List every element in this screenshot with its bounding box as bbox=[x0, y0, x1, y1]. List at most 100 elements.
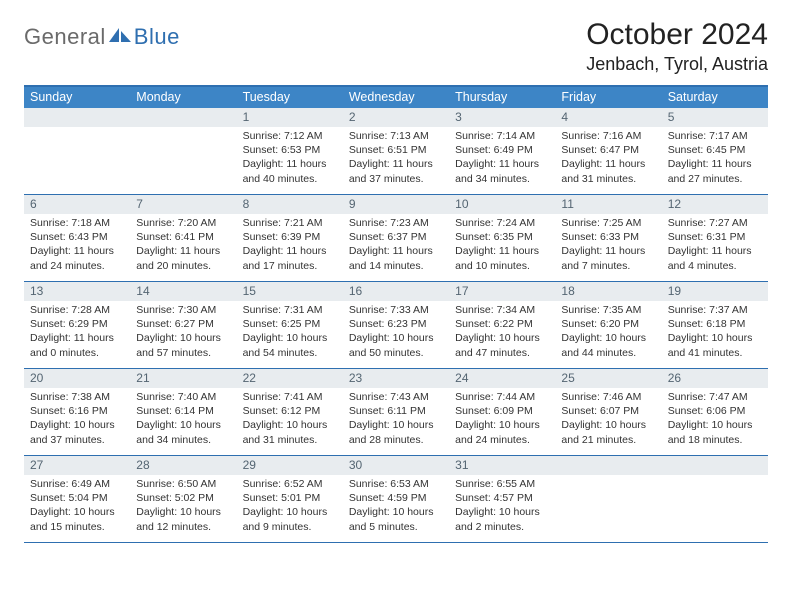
week-row: 20Sunrise: 7:38 AMSunset: 6:16 PMDayligh… bbox=[24, 369, 768, 456]
day-number: 2 bbox=[343, 108, 449, 127]
day-body bbox=[130, 127, 236, 132]
day-number: 14 bbox=[130, 282, 236, 301]
day-body: Sunrise: 7:27 AMSunset: 6:31 PMDaylight:… bbox=[662, 214, 768, 276]
day-cell: 2Sunrise: 7:13 AMSunset: 6:51 PMDaylight… bbox=[343, 108, 449, 194]
daylight-text: Daylight: 11 hours and 37 minutes. bbox=[349, 157, 443, 185]
day-body: Sunrise: 7:16 AMSunset: 6:47 PMDaylight:… bbox=[555, 127, 661, 189]
dow-row: SundayMondayTuesdayWednesdayThursdayFrid… bbox=[24, 87, 768, 108]
day-cell: 4Sunrise: 7:16 AMSunset: 6:47 PMDaylight… bbox=[555, 108, 661, 194]
day-cell: 8Sunrise: 7:21 AMSunset: 6:39 PMDaylight… bbox=[237, 195, 343, 281]
sunset-text: Sunset: 4:57 PM bbox=[455, 491, 549, 505]
day-number: 19 bbox=[662, 282, 768, 301]
day-number: 7 bbox=[130, 195, 236, 214]
sunset-text: Sunset: 6:45 PM bbox=[668, 143, 762, 157]
day-body: Sunrise: 7:33 AMSunset: 6:23 PMDaylight:… bbox=[343, 301, 449, 363]
dow-cell: Friday bbox=[555, 87, 661, 108]
day-body: Sunrise: 7:31 AMSunset: 6:25 PMDaylight:… bbox=[237, 301, 343, 363]
brand-blue: Blue bbox=[134, 24, 180, 50]
daylight-text: Daylight: 10 hours and 2 minutes. bbox=[455, 505, 549, 533]
day-number: 29 bbox=[237, 456, 343, 475]
day-cell bbox=[662, 456, 768, 542]
day-number bbox=[24, 108, 130, 127]
day-body bbox=[24, 127, 130, 132]
day-number: 23 bbox=[343, 369, 449, 388]
sunset-text: Sunset: 6:31 PM bbox=[668, 230, 762, 244]
sunrise-text: Sunrise: 7:44 AM bbox=[455, 390, 549, 404]
daylight-text: Daylight: 11 hours and 27 minutes. bbox=[668, 157, 762, 185]
day-cell: 26Sunrise: 7:47 AMSunset: 6:06 PMDayligh… bbox=[662, 369, 768, 455]
day-cell: 1Sunrise: 7:12 AMSunset: 6:53 PMDaylight… bbox=[237, 108, 343, 194]
sunrise-text: Sunrise: 7:43 AM bbox=[349, 390, 443, 404]
sunrise-text: Sunrise: 7:46 AM bbox=[561, 390, 655, 404]
day-cell: 31Sunrise: 6:55 AMSunset: 4:57 PMDayligh… bbox=[449, 456, 555, 542]
day-cell: 25Sunrise: 7:46 AMSunset: 6:07 PMDayligh… bbox=[555, 369, 661, 455]
daylight-text: Daylight: 11 hours and 20 minutes. bbox=[136, 244, 230, 272]
sunrise-text: Sunrise: 7:23 AM bbox=[349, 216, 443, 230]
daylight-text: Daylight: 10 hours and 12 minutes. bbox=[136, 505, 230, 533]
day-cell bbox=[555, 456, 661, 542]
sunrise-text: Sunrise: 6:49 AM bbox=[30, 477, 124, 491]
sunrise-text: Sunrise: 7:28 AM bbox=[30, 303, 124, 317]
day-cell: 14Sunrise: 7:30 AMSunset: 6:27 PMDayligh… bbox=[130, 282, 236, 368]
day-body: Sunrise: 6:55 AMSunset: 4:57 PMDaylight:… bbox=[449, 475, 555, 537]
daylight-text: Daylight: 10 hours and 44 minutes. bbox=[561, 331, 655, 359]
daylight-text: Daylight: 11 hours and 17 minutes. bbox=[243, 244, 337, 272]
day-cell: 27Sunrise: 6:49 AMSunset: 5:04 PMDayligh… bbox=[24, 456, 130, 542]
daylight-text: Daylight: 10 hours and 41 minutes. bbox=[668, 331, 762, 359]
day-body: Sunrise: 7:25 AMSunset: 6:33 PMDaylight:… bbox=[555, 214, 661, 276]
day-cell: 20Sunrise: 7:38 AMSunset: 6:16 PMDayligh… bbox=[24, 369, 130, 455]
daylight-text: Daylight: 11 hours and 10 minutes. bbox=[455, 244, 549, 272]
day-cell: 28Sunrise: 6:50 AMSunset: 5:02 PMDayligh… bbox=[130, 456, 236, 542]
day-cell: 15Sunrise: 7:31 AMSunset: 6:25 PMDayligh… bbox=[237, 282, 343, 368]
day-number: 21 bbox=[130, 369, 236, 388]
day-body: Sunrise: 6:53 AMSunset: 4:59 PMDaylight:… bbox=[343, 475, 449, 537]
day-body: Sunrise: 7:40 AMSunset: 6:14 PMDaylight:… bbox=[130, 388, 236, 450]
sunrise-text: Sunrise: 7:20 AM bbox=[136, 216, 230, 230]
dow-cell: Wednesday bbox=[343, 87, 449, 108]
sunset-text: Sunset: 6:22 PM bbox=[455, 317, 549, 331]
day-number: 26 bbox=[662, 369, 768, 388]
sunset-text: Sunset: 6:33 PM bbox=[561, 230, 655, 244]
sunrise-text: Sunrise: 7:31 AM bbox=[243, 303, 337, 317]
weeks-container: 1Sunrise: 7:12 AMSunset: 6:53 PMDaylight… bbox=[24, 108, 768, 543]
sunrise-text: Sunrise: 7:27 AM bbox=[668, 216, 762, 230]
daylight-text: Daylight: 10 hours and 31 minutes. bbox=[243, 418, 337, 446]
location-subtitle: Jenbach, Tyrol, Austria bbox=[586, 54, 768, 75]
day-body: Sunrise: 7:38 AMSunset: 6:16 PMDaylight:… bbox=[24, 388, 130, 450]
day-cell: 24Sunrise: 7:44 AMSunset: 6:09 PMDayligh… bbox=[449, 369, 555, 455]
daylight-text: Daylight: 11 hours and 14 minutes. bbox=[349, 244, 443, 272]
day-number: 6 bbox=[24, 195, 130, 214]
day-number: 15 bbox=[237, 282, 343, 301]
day-number: 30 bbox=[343, 456, 449, 475]
brand-logo: General Blue bbox=[24, 18, 180, 50]
sunrise-text: Sunrise: 7:38 AM bbox=[30, 390, 124, 404]
sunset-text: Sunset: 6:09 PM bbox=[455, 404, 549, 418]
week-row: 1Sunrise: 7:12 AMSunset: 6:53 PMDaylight… bbox=[24, 108, 768, 195]
daylight-text: Daylight: 10 hours and 5 minutes. bbox=[349, 505, 443, 533]
sunset-text: Sunset: 6:47 PM bbox=[561, 143, 655, 157]
day-cell: 19Sunrise: 7:37 AMSunset: 6:18 PMDayligh… bbox=[662, 282, 768, 368]
day-cell: 17Sunrise: 7:34 AMSunset: 6:22 PMDayligh… bbox=[449, 282, 555, 368]
day-cell: 9Sunrise: 7:23 AMSunset: 6:37 PMDaylight… bbox=[343, 195, 449, 281]
day-number: 1 bbox=[237, 108, 343, 127]
day-body bbox=[662, 475, 768, 480]
sunset-text: Sunset: 6:39 PM bbox=[243, 230, 337, 244]
daylight-text: Daylight: 10 hours and 24 minutes. bbox=[455, 418, 549, 446]
day-body: Sunrise: 7:35 AMSunset: 6:20 PMDaylight:… bbox=[555, 301, 661, 363]
sunrise-text: Sunrise: 6:53 AM bbox=[349, 477, 443, 491]
sunrise-text: Sunrise: 7:30 AM bbox=[136, 303, 230, 317]
day-number bbox=[130, 108, 236, 127]
day-number: 9 bbox=[343, 195, 449, 214]
day-number: 31 bbox=[449, 456, 555, 475]
daylight-text: Daylight: 10 hours and 9 minutes. bbox=[243, 505, 337, 533]
day-body: Sunrise: 6:50 AMSunset: 5:02 PMDaylight:… bbox=[130, 475, 236, 537]
sunrise-text: Sunrise: 7:33 AM bbox=[349, 303, 443, 317]
day-number: 8 bbox=[237, 195, 343, 214]
sunrise-text: Sunrise: 7:37 AM bbox=[668, 303, 762, 317]
day-cell bbox=[24, 108, 130, 194]
day-cell: 7Sunrise: 7:20 AMSunset: 6:41 PMDaylight… bbox=[130, 195, 236, 281]
day-body: Sunrise: 7:12 AMSunset: 6:53 PMDaylight:… bbox=[237, 127, 343, 189]
sunset-text: Sunset: 6:20 PM bbox=[561, 317, 655, 331]
sunset-text: Sunset: 5:04 PM bbox=[30, 491, 124, 505]
sunrise-text: Sunrise: 7:41 AM bbox=[243, 390, 337, 404]
